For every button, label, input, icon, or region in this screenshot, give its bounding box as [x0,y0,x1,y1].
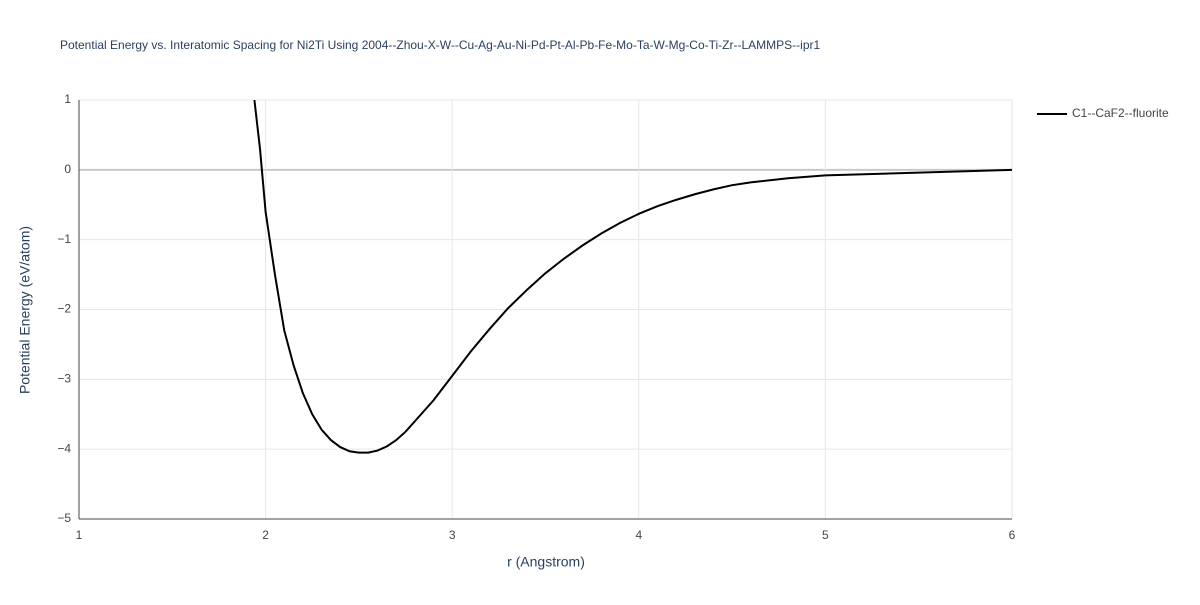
y-tick-label: 1 [64,92,71,106]
x-tick-label: 4 [635,528,642,542]
legend-label: C1--CaF2--fluorite [1072,106,1169,120]
y-tick-label: −1 [57,232,71,246]
x-tick-label: 2 [262,528,269,542]
x-tick-label: 3 [449,528,456,542]
chart-title: Potential Energy vs. Interatomic Spacing… [60,38,820,52]
x-axis-title: r (Angstrom) [507,554,585,570]
line-series [253,100,1012,454]
y-axis-title: Potential Energy (eV/atom) [17,226,33,394]
x-tick-label: 5 [822,528,829,542]
y-tick-label: 0 [64,162,71,176]
x-tick-label: 1 [76,528,83,542]
y-tick-label: −5 [57,511,71,525]
y-tick-label: −4 [57,441,71,455]
y-tick-label: −3 [57,372,71,386]
x-tick-label: 6 [1009,528,1016,542]
y-tick-label: −2 [57,302,71,316]
